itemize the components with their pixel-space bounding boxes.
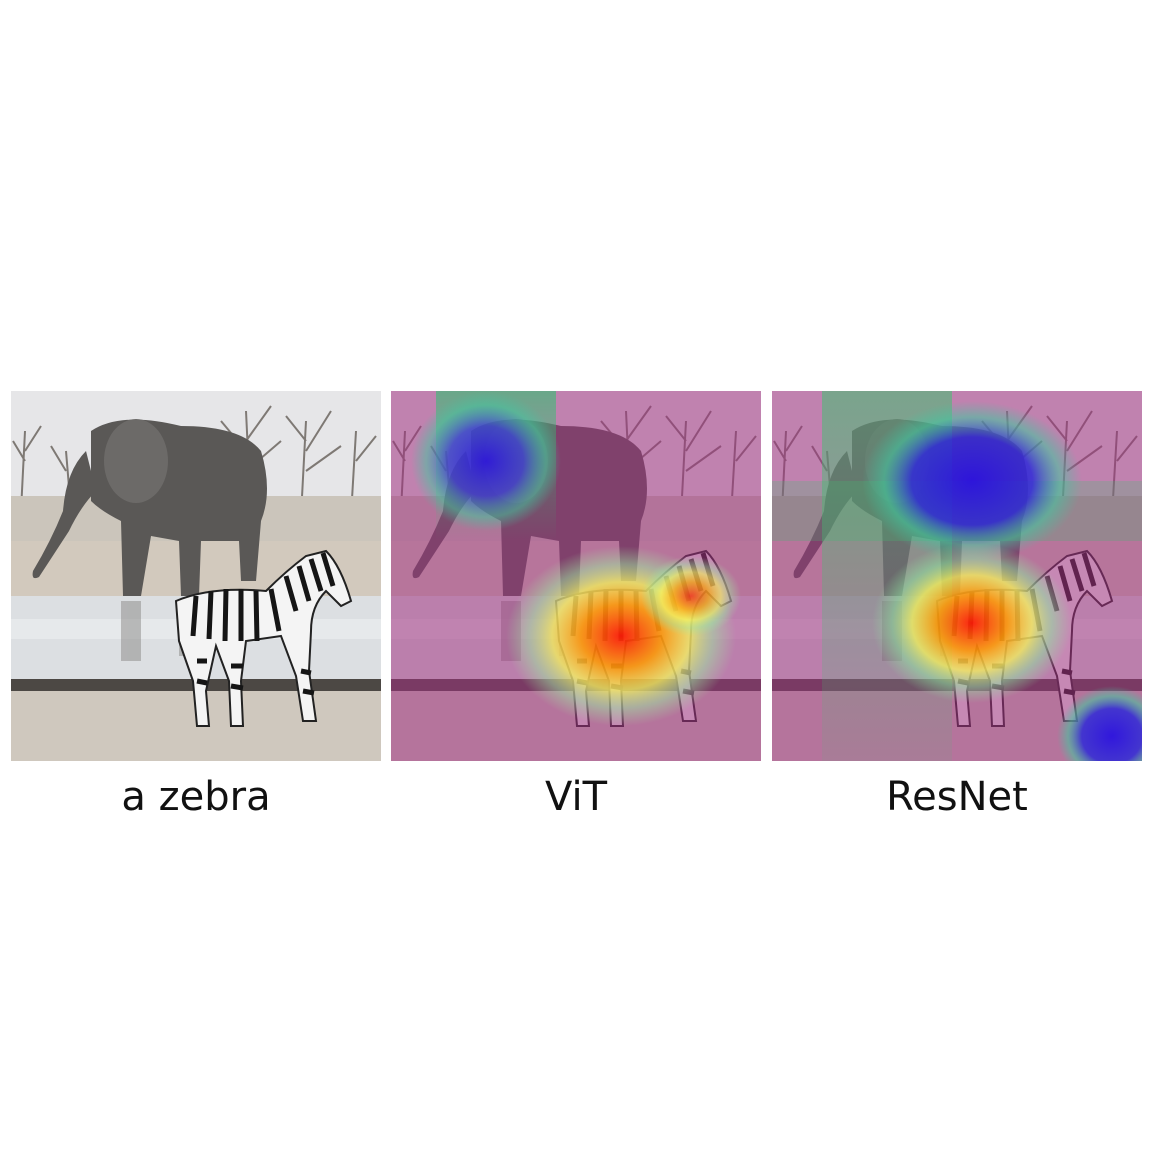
vit-heatmap-image bbox=[391, 391, 761, 761]
vit-heatmap bbox=[391, 391, 761, 761]
original-photo bbox=[11, 391, 381, 761]
zebra-elephant-image bbox=[11, 391, 381, 761]
resnet-heatmap-image bbox=[772, 391, 1142, 761]
caption-resnet: ResNet bbox=[886, 774, 1028, 820]
caption-original: a zebra bbox=[121, 774, 271, 820]
caption-vit: ViT bbox=[544, 774, 608, 820]
resnet-heatmap bbox=[772, 391, 1142, 761]
